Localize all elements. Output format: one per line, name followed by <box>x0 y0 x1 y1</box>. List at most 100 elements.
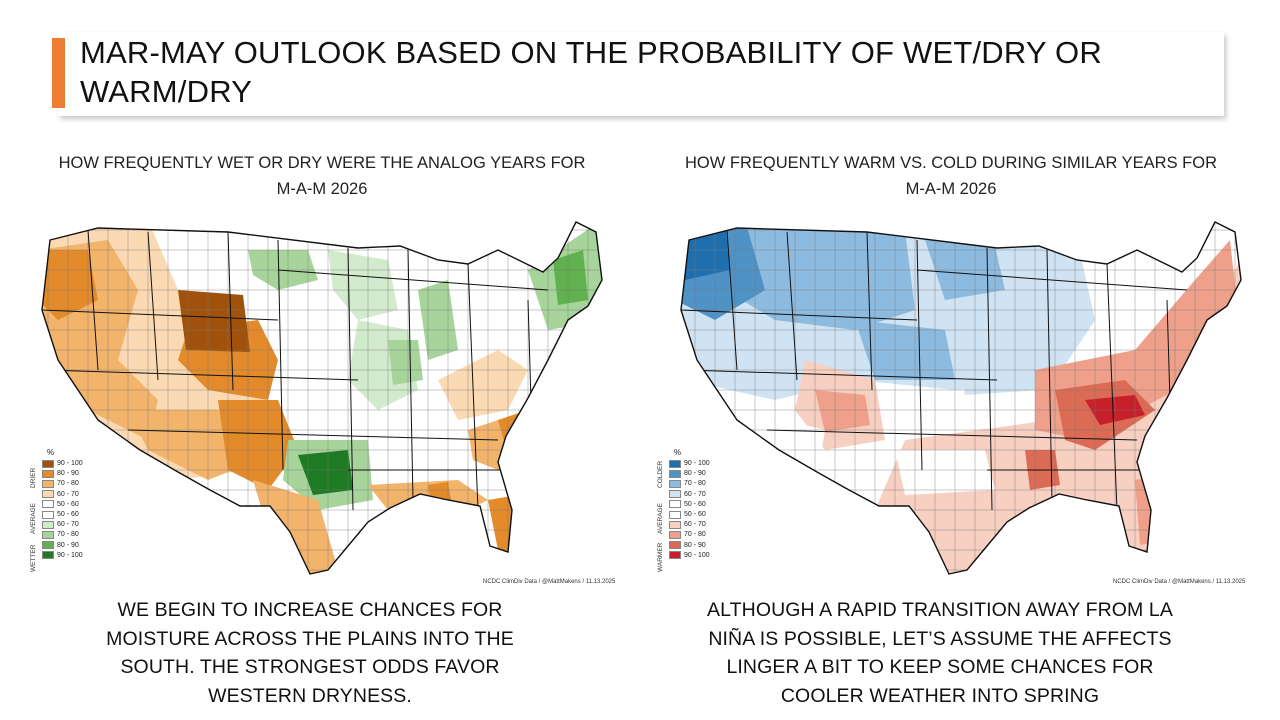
temp-legend-label: 80 - 90 <box>684 470 706 478</box>
temp-caption-line1: ALTHOUGH A RAPID TRANSITION AWAY FROM LA <box>707 599 1173 621</box>
precip-legend-label: 60 - 70 <box>57 490 79 498</box>
temp-legend-swatch <box>669 530 681 539</box>
precip-caption-line3: SOUTH. THE STRONGEST ODDS FAVOR <box>120 656 500 678</box>
precip-outlook-map: % 90 - 100 80 - 90 70 - 80 60 - 70 50 - 60 50 … <box>28 210 616 590</box>
title-box <box>58 32 1224 116</box>
temp-legend-item: 90 - 100 <box>669 551 710 560</box>
precip-legend-label: 90 - 100 <box>57 460 83 467</box>
temp-legend-label: 90 - 100 <box>684 460 710 467</box>
precip-legend-label: 50 - 60 <box>57 500 79 508</box>
temp-map-graphic <box>680 221 1242 575</box>
precip-legend-item: 60 - 70 <box>42 520 79 529</box>
temp-map-title-line2: M-A-M 2026 <box>905 180 997 198</box>
precip-map-title-line1: HOW FREQUENTLY WET OR DRY WERE THE ANALO… <box>58 154 586 172</box>
temp-legend-label: 70 - 80 <box>684 531 706 539</box>
temp-legend-unit: % <box>674 448 682 457</box>
temp-legend-item: 50 - 60 <box>669 510 706 519</box>
temp-map-title: HOW FREQUENTLY WARM VS. COLD DURING SIMI… <box>651 150 1251 202</box>
precip-legend-swatch <box>42 551 54 560</box>
precip-legend-category-bottom: WETTER <box>30 544 37 572</box>
precip-legend-label: 50 - 60 <box>57 511 79 518</box>
precip-legend-item: 90 - 100 <box>42 551 83 560</box>
precip-caption: WE BEGIN TO INCREASE CHANCES FOR MOISTUR… <box>30 596 590 710</box>
precip-legend-swatch <box>42 541 54 550</box>
precip-legend-label: 80 - 90 <box>57 470 79 478</box>
precip-legend-label: 90 - 100 <box>57 551 83 559</box>
temp-legend-item: 70 - 80 <box>669 479 706 488</box>
temp-division-grid <box>681 222 1241 574</box>
precip-legend-swatch <box>42 500 54 509</box>
precip-legend-swatch <box>42 490 54 499</box>
precip-map-credit: NCDC ClimDiv Data / @MattMakens / 11.13.… <box>483 579 616 585</box>
temp-legend-label: 60 - 70 <box>684 521 706 529</box>
precip-legend-item: 80 - 90 <box>42 541 79 550</box>
precip-legend-item: 70 - 80 <box>42 479 79 488</box>
precip-legend-label: 70 - 80 <box>57 531 79 539</box>
temp-legend-label: 60 - 70 <box>684 490 706 498</box>
temp-legend-swatch <box>669 500 681 509</box>
temp-caption: ALTHOUGH A RAPID TRANSITION AWAY FROM LA… <box>660 596 1220 710</box>
temp-legend-swatch <box>669 459 681 468</box>
temp-legend-swatch <box>669 469 681 478</box>
precip-map-title: HOW FREQUENTLY WET OR DRY WERE THE ANALO… <box>22 150 622 202</box>
precip-legend-label: 60 - 70 <box>57 521 79 529</box>
temp-legend-item: 60 - 70 <box>669 520 706 529</box>
temp-legend-item: 90 - 100 <box>669 459 710 468</box>
precip-legend-item: 60 - 70 <box>42 490 79 499</box>
precip-legend-swatch <box>42 530 54 539</box>
precip-caption-line2: MOISTURE ACROSS THE PLAINS INTO THE <box>106 627 514 650</box>
temp-legend-swatch <box>669 551 681 560</box>
temp-legend-item: 60 - 70 <box>669 490 706 499</box>
temp-legend-label: 70 - 80 <box>684 480 706 488</box>
precip-legend-item: 90 - 100 <box>42 459 83 468</box>
slide-title: MAR-MAY OUTLOOK BASED ON THE PROBABILITY… <box>80 35 1102 109</box>
temp-legend-item: 80 - 90 <box>669 541 706 550</box>
temp-caption-line4: COOLER WEATHER INTO SPRING <box>780 684 1100 707</box>
precip-caption-line1: WE BEGIN TO INCREASE CHANCES FOR <box>117 599 503 621</box>
precip-legend-category-mid: AVERAGE <box>30 503 37 534</box>
precip-legend-label: 70 - 80 <box>57 480 79 488</box>
precip-legend-item: 50 - 60 <box>42 500 79 509</box>
temp-legend-label: 80 - 90 <box>684 541 706 549</box>
temp-legend-category-top: COLDER <box>657 460 664 488</box>
precip-legend-unit: % <box>47 448 55 457</box>
temp-legend-swatch <box>669 541 681 550</box>
precip-legend-swatch <box>42 469 54 478</box>
temp-legend-item: 50 - 60 <box>669 500 706 509</box>
precip-legend-swatch <box>42 510 54 519</box>
temp-regions <box>681 222 1241 574</box>
precip-us-outline <box>41 221 603 575</box>
temp-legend-label: 50 - 60 <box>684 511 706 518</box>
temp-legend-item: 70 - 80 <box>669 530 706 539</box>
precip-legend-swatch <box>42 520 54 529</box>
precip-map-graphic <box>41 221 603 575</box>
temperature-outlook-map: % 90 - 100 80 - 90 70 - 80 60 - 70 50 - 60 50 … <box>655 210 1267 590</box>
precip-legend-item: 80 - 90 <box>42 469 79 478</box>
temp-legend-item: 80 - 90 <box>669 469 706 478</box>
temp-legend-label: 90 - 100 <box>684 551 710 559</box>
temp-state-borders <box>681 229 1188 511</box>
temp-caption-line3: LINGER A BIT TO KEEP SOME CHANCES FOR <box>726 656 1154 678</box>
temp-legend-swatch <box>669 510 681 519</box>
title-accent-bar <box>52 38 65 108</box>
precip-legend-item: 70 - 80 <box>42 530 79 539</box>
temp-legend-swatch <box>669 490 681 499</box>
precip-legend-label: 80 - 90 <box>57 541 79 549</box>
temp-map-credit: NCDC ClimDiv Data / @MattMakens / 11.13.… <box>1113 579 1246 585</box>
temp-legend-swatch <box>669 520 681 529</box>
precip-state-borders <box>42 229 549 511</box>
temp-legend: % 90 - 100 80 - 90 70 - 80 60 - 70 50 - 60 50 … <box>655 448 715 578</box>
precip-legend-swatch <box>42 479 54 488</box>
precip-legend-swatch <box>42 459 54 468</box>
temp-caption-line2: NIÑA IS POSSIBLE, LET’S ASSUME THE AFFEC… <box>708 627 1172 650</box>
temp-legend-category-bottom: WARMER <box>657 542 664 572</box>
temp-legend-label: 50 - 60 <box>684 500 706 508</box>
precip-map-title-line2: M-A-M 2026 <box>276 180 368 198</box>
temp-legend-category-mid: AVERAGE <box>657 503 664 534</box>
temp-us-outline <box>680 221 1242 575</box>
temp-legend-swatch <box>669 479 681 488</box>
precip-legend-item: 50 - 60 <box>42 510 79 519</box>
precip-caption-line4: WESTERN DRYNESS. <box>208 684 412 707</box>
precip-legend-category-top: DRIER <box>30 467 37 488</box>
temp-map-title-line1: HOW FREQUENTLY WARM VS. COLD DURING SIMI… <box>684 154 1218 172</box>
